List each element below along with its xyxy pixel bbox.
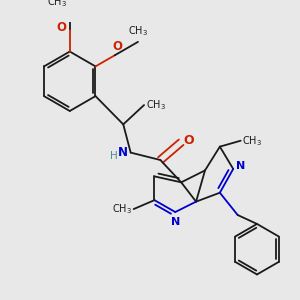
Text: CH$_3$: CH$_3$ (146, 98, 166, 112)
Text: CH$_3$: CH$_3$ (128, 25, 148, 38)
Text: CH$_3$: CH$_3$ (242, 134, 262, 148)
Text: O: O (184, 134, 194, 147)
Text: N: N (171, 218, 180, 227)
Text: O: O (112, 40, 122, 53)
Text: N: N (118, 146, 128, 159)
Text: CH$_3$: CH$_3$ (47, 0, 67, 9)
Text: H: H (110, 151, 118, 161)
Text: O: O (57, 21, 67, 34)
Text: N: N (236, 161, 245, 171)
Text: CH$_3$: CH$_3$ (112, 202, 132, 216)
